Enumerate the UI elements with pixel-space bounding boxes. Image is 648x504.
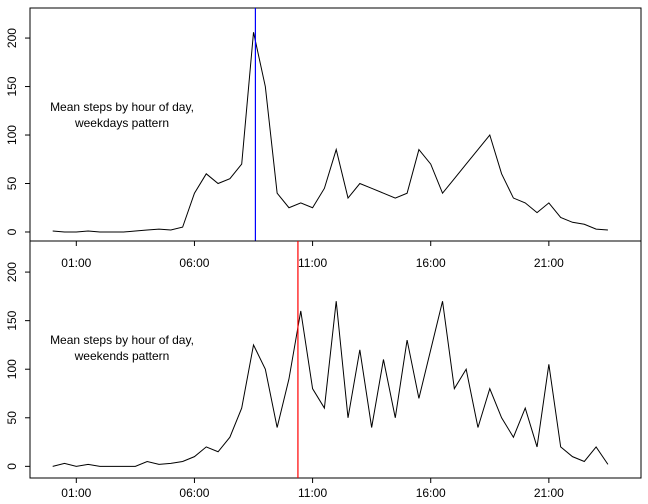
y-tick-label: 0	[5, 228, 19, 235]
series-line	[52, 32, 608, 233]
x-tick-label: 21:00	[534, 486, 564, 500]
series-line	[52, 301, 609, 467]
y-tick-label: 100	[5, 359, 19, 379]
x-tick-label: 16:00	[416, 486, 446, 500]
y-tick-label: 100	[5, 125, 19, 145]
y-tick-label: 150	[5, 76, 19, 96]
x-tick-label: 01:00	[61, 486, 91, 500]
y-tick-label: 150	[5, 310, 19, 330]
y-tick-label: 50	[5, 177, 19, 191]
x-tick-label: 01:00	[61, 256, 91, 270]
x-tick-label: 06:00	[179, 486, 209, 500]
annotation: Mean steps by hour of day,	[50, 100, 194, 114]
x-tick-label: 06:00	[179, 256, 209, 270]
annotation: Mean steps by hour of day,	[50, 333, 194, 347]
x-tick-label: 16:00	[416, 256, 446, 270]
y-tick-label: 200	[5, 262, 19, 282]
y-tick-label: 0	[5, 463, 19, 470]
x-tick-label: 21:00	[534, 256, 564, 270]
x-tick-label: 11:00	[298, 256, 327, 270]
annotation: weekends pattern	[74, 349, 170, 363]
y-tick-label: 50	[5, 411, 19, 425]
x-tick-label: 11:00	[298, 486, 327, 500]
y-tick-label: 200	[5, 28, 19, 48]
annotation: weekdays pattern	[74, 116, 169, 130]
plot-frame	[29, 240, 642, 479]
